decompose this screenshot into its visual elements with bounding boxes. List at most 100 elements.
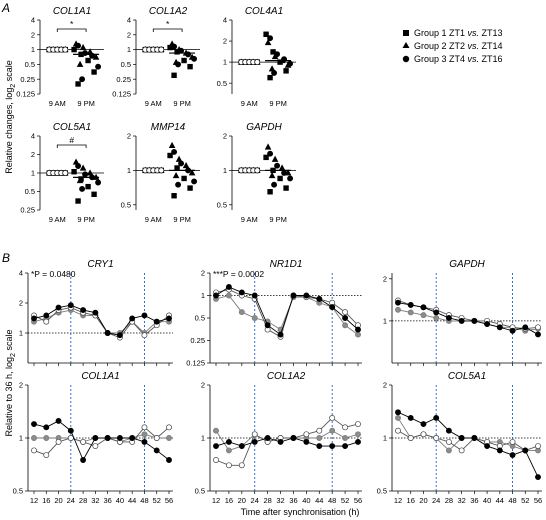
series-point-grey <box>342 322 349 329</box>
y-tick-label: 0.5 <box>121 60 131 69</box>
y-tick-label: 0.5 <box>217 79 227 88</box>
series-point-black <box>238 289 245 296</box>
series-line-grey <box>215 294 359 335</box>
series-line-black <box>33 420 170 462</box>
significance-marker: * <box>166 19 170 29</box>
y-tick-label: 1 <box>31 169 35 178</box>
data-point-9pm <box>91 191 97 198</box>
data-point-9pm <box>187 63 193 70</box>
series-point-black <box>303 292 310 299</box>
series-point-black <box>407 302 414 308</box>
data-point-9pm <box>82 171 89 178</box>
series-point-white <box>141 332 148 339</box>
series-point-white <box>329 414 336 421</box>
data-point-9pm <box>274 51 281 58</box>
series-point-black <box>535 474 541 481</box>
data-point-9am <box>62 170 69 176</box>
y-tick-label: 1 <box>19 434 23 443</box>
series-point-black <box>471 435 478 441</box>
series-point-black <box>104 330 111 336</box>
x-tick-label: 9 PM <box>77 215 95 224</box>
series-point-grey <box>31 435 37 441</box>
series-point-black <box>92 309 99 316</box>
series-point-black <box>55 304 62 311</box>
series-point-black <box>166 457 172 463</box>
y-tick-label: 2 <box>31 150 35 159</box>
x-tick-label: 48 <box>140 496 148 505</box>
significance-bracket <box>56 144 87 148</box>
series-point-black <box>445 314 452 321</box>
y-tick-label: 1 <box>383 316 387 325</box>
y-tick-label: 2 <box>201 381 205 390</box>
series-point-grey <box>407 309 414 316</box>
x-tick-label: 12 <box>394 496 402 505</box>
series-point-grey <box>316 435 323 441</box>
y-tick-label: 2 <box>383 381 387 390</box>
data-point-9pm <box>71 168 77 175</box>
y-tick-label: 1 <box>201 434 205 443</box>
x-tick-label: 32 <box>276 496 284 505</box>
series-point-grey <box>355 431 361 438</box>
series-line-white <box>33 426 170 456</box>
y-tick-label: 4 <box>31 132 35 141</box>
subplot-title: GAPDH <box>449 259 485 270</box>
series-point-black <box>290 292 297 299</box>
y-tick-label: 0.25 <box>116 75 131 84</box>
series-point-white <box>43 452 50 459</box>
series-point-black <box>509 327 516 334</box>
data-point-9pm <box>85 57 91 64</box>
y-tick-label: 0.5 <box>25 60 35 69</box>
series-point-black <box>420 421 427 428</box>
series-point-black <box>303 438 310 445</box>
series-point-black <box>153 318 160 325</box>
series-point-white <box>80 438 87 445</box>
series-point-black <box>31 421 37 428</box>
series-point-black <box>141 438 148 445</box>
series-line-black <box>33 304 170 336</box>
series-point-white <box>31 447 37 454</box>
x-tick-label: 9 PM <box>77 99 95 108</box>
x-tick-label: 24 <box>432 496 440 505</box>
series-point-grey <box>225 292 232 299</box>
x-tick-label: 28 <box>445 496 453 505</box>
x-tick-label: 9 AM <box>49 99 66 108</box>
x-tick-label: 48 <box>328 496 336 505</box>
data-point-9pm <box>188 169 196 176</box>
data-point-9pm <box>178 160 185 167</box>
y-tick-label: 0.5 <box>13 487 23 496</box>
data-point-9pm <box>175 61 182 68</box>
series-point-white <box>238 462 245 469</box>
x-tick-label: 48 <box>508 496 516 505</box>
series-point-white <box>303 431 310 438</box>
series-point-black <box>329 304 336 311</box>
x-tick-label: 9 AM <box>145 215 162 224</box>
series-point-black <box>104 435 111 441</box>
series-point-black <box>43 312 50 319</box>
panel-b-ylabel-sub: 2 <box>10 353 17 357</box>
significance-bracket <box>56 28 87 32</box>
subplot-title: COL1A2 <box>149 6 188 17</box>
x-tick-label: 9 PM <box>269 99 287 108</box>
y-tick-label: 0.5 <box>377 487 387 496</box>
data-point-9pm <box>182 162 190 169</box>
subplot-title: COL5A1 <box>448 371 486 382</box>
y-tick-label: 1 <box>127 166 131 175</box>
series-point-black <box>67 427 74 434</box>
x-tick-label: 24 <box>251 496 259 505</box>
series-point-black <box>213 443 219 450</box>
data-point-9pm <box>171 193 177 199</box>
series-point-black <box>116 435 123 441</box>
series-point-black <box>522 324 529 331</box>
subplot-title: MMP14 <box>151 122 186 133</box>
subplot-col1a1-a: COL1A1 0.125 0.25 0.5 1 2 4 9 AM 9 PM * <box>16 6 104 108</box>
series-point-black <box>342 443 349 450</box>
data-point-9pm <box>191 55 198 62</box>
series-point-black <box>277 331 284 338</box>
series-point-black <box>407 414 414 421</box>
series-point-black <box>67 302 74 309</box>
y-tick-label: 1 <box>127 45 131 54</box>
series-point-white <box>395 427 401 434</box>
series-point-black <box>395 299 401 306</box>
